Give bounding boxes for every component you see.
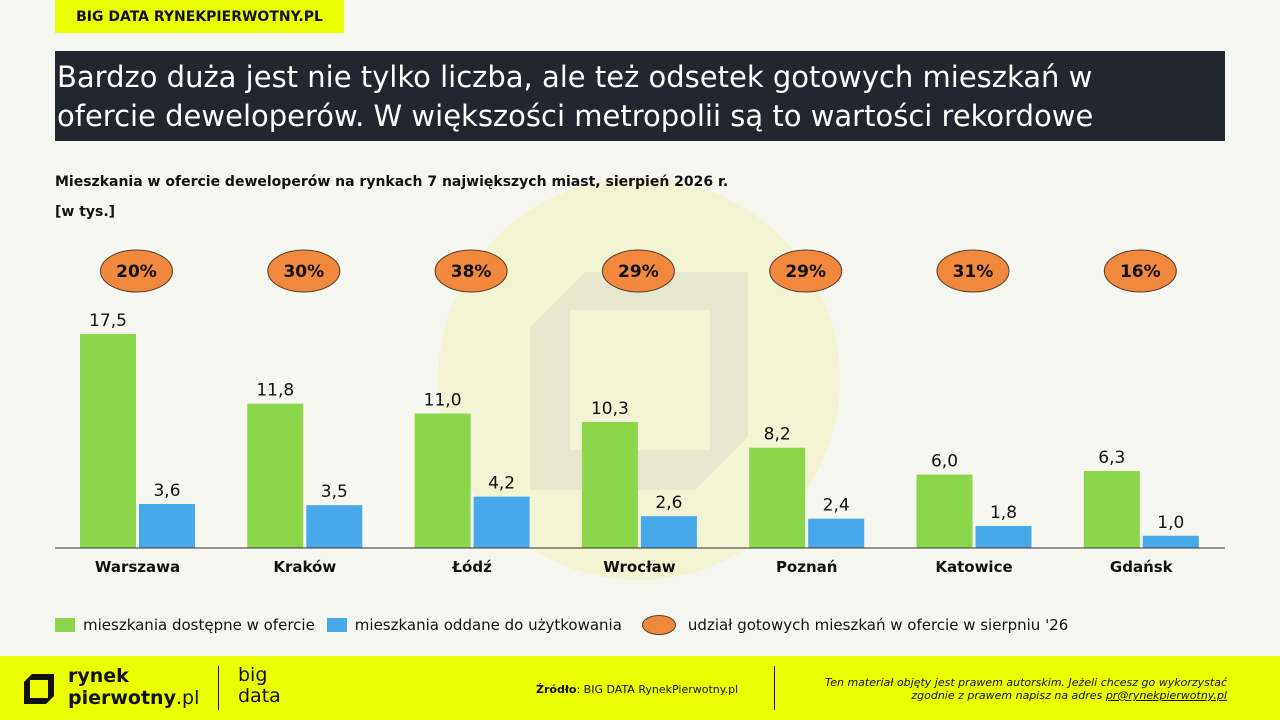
legend-label-available: mieszkania dostępne w ofercie [83, 616, 315, 634]
bar-available [247, 403, 304, 548]
bar-completed [975, 525, 1032, 548]
share-oval [1103, 249, 1177, 293]
share-oval [769, 249, 843, 293]
data-label-available: 10,3 [591, 399, 629, 419]
data-label-completed: 1,0 [1157, 513, 1184, 533]
bar-completed [1142, 535, 1199, 548]
bar-completed [808, 518, 865, 548]
bar-available [1083, 470, 1140, 548]
share-label: 31% [953, 262, 994, 282]
bar-available [916, 474, 973, 548]
headline-line-1: Bardzo duża jest nie tylko liczba, ale t… [57, 60, 1093, 94]
bar-completed [139, 503, 195, 548]
data-label-available: 6,0 [931, 452, 958, 472]
x-tick-label: Wrocław [603, 558, 676, 576]
big-data-line-2: data [238, 685, 281, 707]
x-tick-label: Warszawa [95, 558, 180, 576]
source-note: Źródło: BIG DATA RynekPierwotny.pl [536, 683, 738, 696]
x-tick-label: Katowice [935, 558, 1012, 576]
rynekpierwotny-logo-text: rynek pierwotny.pl [68, 665, 199, 709]
x-tick-label: Poznań [776, 558, 838, 576]
logo-line-2: pierwotny [68, 687, 176, 709]
footer: rynek pierwotny.pl big data Źródło: BIG … [0, 656, 1280, 720]
source-text: : BIG DATA RynekPierwotny.pl [576, 683, 739, 696]
legend-swatch-completed [326, 618, 347, 632]
legend-swatch-share [641, 615, 676, 635]
data-label-completed: 2,4 [823, 496, 850, 516]
legend: mieszkania dostępne w ofercie mieszkania… [55, 612, 1080, 638]
bar-completed [306, 505, 363, 548]
share-oval [601, 249, 675, 293]
data-label-available: 11,0 [424, 390, 462, 410]
legend-label-share: udział gotowych mieszkań w ofercie w sie… [687, 616, 1069, 634]
share-label: 20% [116, 262, 157, 282]
source-label: Źródło [536, 683, 577, 696]
legend-item-available: mieszkania dostępne w ofercie [55, 616, 315, 634]
share-oval [936, 249, 1010, 293]
share-oval [100, 249, 173, 293]
data-label-available: 11,8 [256, 381, 294, 401]
legend-item-completed: mieszkania oddane do użytkowania [326, 616, 622, 634]
headline: Bardzo duża jest nie tylko liczba, ale t… [55, 51, 1225, 141]
bar-available [414, 413, 471, 548]
bar-available [581, 422, 638, 548]
data-label-completed: 3,5 [321, 482, 348, 502]
data-label-available: 6,3 [1098, 448, 1125, 468]
share-label: 29% [618, 262, 659, 282]
rynekpierwotny-logo-icon [24, 674, 54, 704]
share-label: 16% [1120, 262, 1161, 282]
big-data-logo: big data [238, 665, 281, 707]
x-tick-label: Łódź [451, 558, 492, 576]
share-label: 30% [283, 262, 324, 282]
bar-available [749, 447, 806, 548]
copyright-line-1: Ten materiał objęty jest prawem autorski… [824, 676, 1227, 689]
data-label-completed: 1,8 [990, 503, 1017, 523]
logo-divider [218, 666, 219, 710]
copyright-note: Ten materiał objęty jest prawem autorski… [777, 676, 1227, 702]
data-label-completed: 2,6 [655, 493, 682, 513]
share-label: 38% [451, 262, 492, 282]
logo-line-1: rynek [68, 665, 129, 687]
brand-tag: BIG DATA RYNEKPIERWOTNY.PL [55, 0, 344, 33]
data-label-completed: 3,6 [153, 481, 180, 501]
legend-swatch-available [55, 618, 75, 632]
legend-item-share: udział gotowych mieszkań w ofercie w sie… [641, 615, 1069, 635]
data-label-available: 8,2 [764, 425, 791, 445]
copyright-email-link[interactable]: pr@rynekpierwotny.pl [1105, 689, 1227, 702]
share-oval [267, 249, 341, 293]
y-axis-unit: [w tys.] [55, 204, 116, 220]
bar-chart: 17,5 3,6 Warszawa 20% 11,8 3,5 Kraków 30% 11,0 4,… [55, 249, 1225, 576]
chart-title: Mieszkania w ofercie deweloperów na rynk… [55, 174, 729, 190]
copyright-line-2: zgodnie z prawem napisz na adres [911, 689, 1106, 702]
legend-label-completed: mieszkania oddane do użytkowania [354, 616, 622, 634]
bar-available [80, 334, 136, 548]
x-tick-label: Gdańsk [1110, 558, 1174, 576]
logo-suffix: .pl [175, 687, 200, 709]
data-label-available: 17,5 [89, 311, 127, 331]
footer-divider [774, 666, 775, 710]
share-oval [434, 249, 508, 293]
big-data-line-1: big [238, 664, 268, 686]
x-tick-label: Kraków [273, 558, 336, 576]
bar-completed [640, 516, 697, 548]
share-label: 29% [785, 262, 826, 282]
headline-line-2: ofercie deweloperów. W większości metrop… [57, 99, 1094, 133]
data-label-completed: 4,2 [488, 474, 515, 494]
bar-completed [473, 496, 530, 548]
